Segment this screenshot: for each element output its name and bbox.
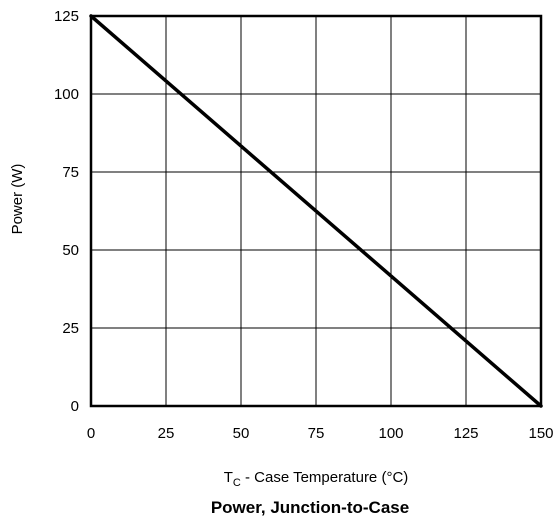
- y-tick-label: 25: [62, 320, 79, 337]
- power-derating-line: [89, 14, 543, 408]
- y-tick-label: 75: [62, 164, 79, 181]
- x-tick-label: 0: [87, 425, 95, 442]
- x-tick-label: 150: [528, 425, 553, 442]
- series-group: [89, 14, 543, 408]
- x-axis-title-subscript: C: [233, 477, 241, 489]
- x-tick-label: 100: [378, 425, 403, 442]
- y-tick-label: 0: [71, 398, 79, 415]
- y-tick-label: 50: [62, 242, 79, 259]
- chart-title: Power, Junction-to-Case: [211, 498, 409, 517]
- y-tick-label: 100: [54, 86, 79, 103]
- plot-frame: [89, 14, 543, 408]
- x-axis-title-symbol: T: [224, 469, 233, 486]
- tick-labels: 0 25 50 75 100 125 150 0 25 50 75 100 125: [54, 8, 554, 442]
- y-tick-label: 125: [54, 8, 79, 25]
- x-tick-label: 75: [308, 425, 325, 442]
- y-axis-title: Power (W): [9, 164, 26, 235]
- x-axis-title: TC - Case Temperature (°C): [224, 469, 409, 489]
- x-axis-title-text: - Case Temperature (°C): [241, 469, 408, 486]
- x-tick-label: 25: [158, 425, 175, 442]
- x-tick-label: 125: [453, 425, 478, 442]
- x-tick-label: 50: [233, 425, 250, 442]
